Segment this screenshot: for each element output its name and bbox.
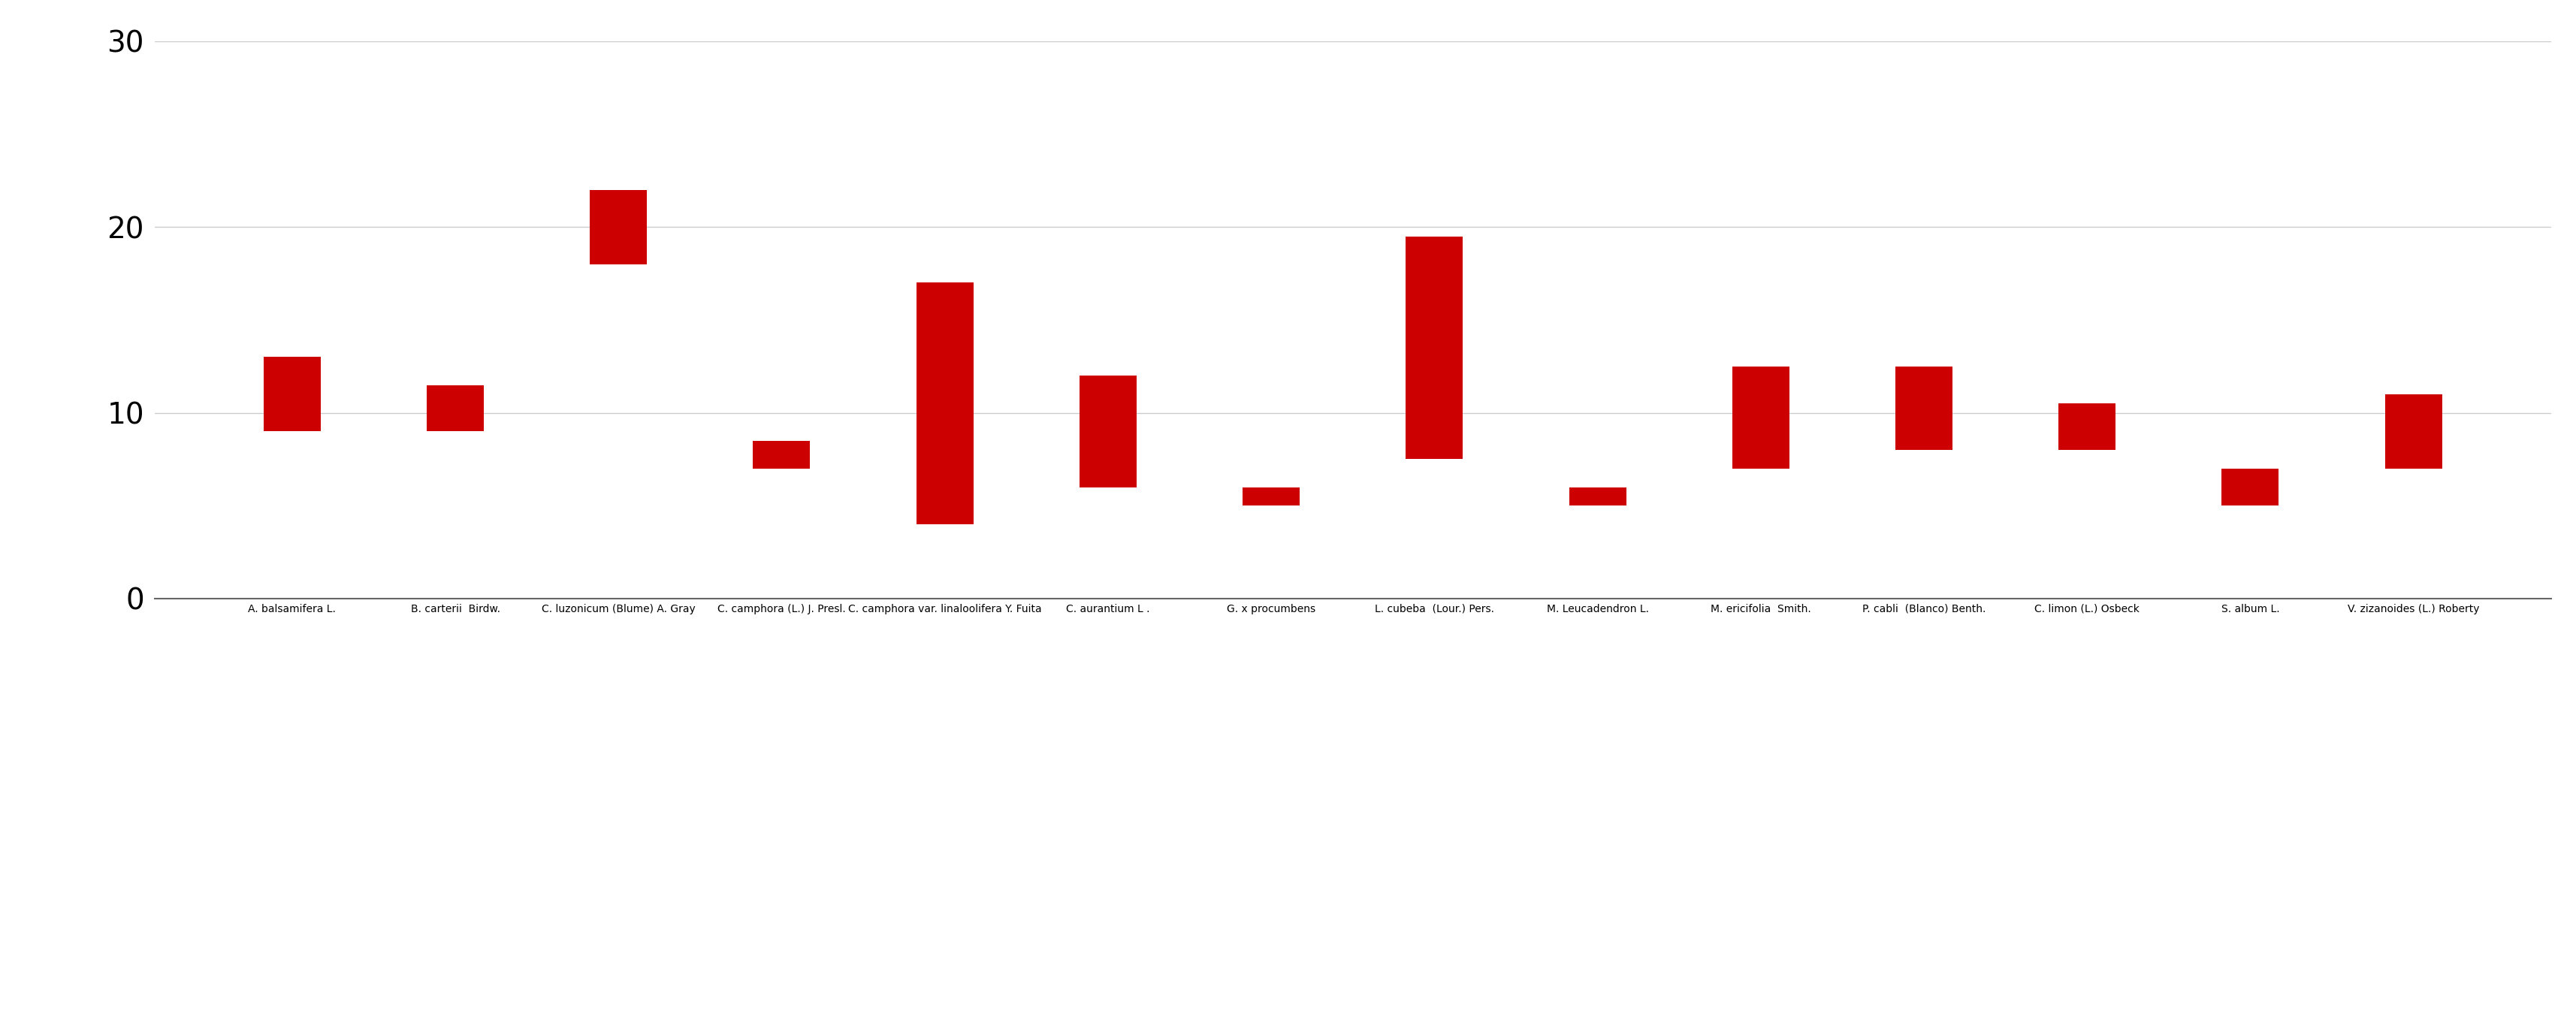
Bar (2221, 469, 2277, 506)
Bar (590, 190, 647, 264)
Bar (1406, 236, 1463, 459)
Bar (263, 357, 319, 431)
Bar (428, 385, 484, 431)
Bar (2385, 394, 2442, 469)
Bar (917, 283, 974, 524)
Bar (752, 441, 809, 469)
Bar (1242, 487, 1298, 506)
Bar (1896, 366, 1953, 450)
Bar (1079, 376, 1136, 487)
Bar (1569, 487, 1625, 506)
Bar (1731, 366, 1788, 469)
Bar (2058, 404, 2115, 450)
